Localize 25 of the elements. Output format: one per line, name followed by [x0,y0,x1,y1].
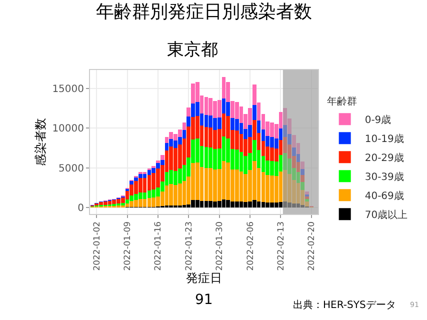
x-tick-label: 2022-01-30 [215,221,226,271]
legend-label: 20-29歳 [364,152,404,164]
legend-label: 0-9歳 [364,114,392,126]
chart-subtitle: 東京都 [167,40,218,60]
x-tick-label: 2022-02-13 [276,221,286,271]
legend-label: 10-19歳 [364,133,404,145]
chart-title: 年齢群別発症日別感染者数 [96,1,312,22]
y-tick-label: 5000 [58,163,84,174]
x-tick-label: 2022-01-23 [184,221,194,271]
source-note: 出典：HER-SYSデータ [293,299,396,311]
y-axis-title: 感染者数 [33,118,48,166]
legend-label: 40-69歳 [364,190,404,202]
text: 91 [195,292,213,308]
x-tick-label: 2022-02-06 [246,221,256,271]
x-tick-label: 2022-01-16 [154,221,164,271]
y-tick-label: 0 [78,203,84,214]
y-tick-label: 15000 [52,84,84,95]
legend-title: 年齢群 [326,96,357,108]
y-tick-label: 10000 [52,124,84,135]
x-tick-label: 2022-01-09 [123,221,134,271]
x-tick-label: 2022-01-02 [92,221,102,271]
x-axis-title: 発症日 [186,270,222,285]
x-tick-label: 2022-02-20 [307,221,318,271]
legend-label: 70歳以上 [364,209,408,221]
legend-label: 30-39歳 [364,171,404,183]
